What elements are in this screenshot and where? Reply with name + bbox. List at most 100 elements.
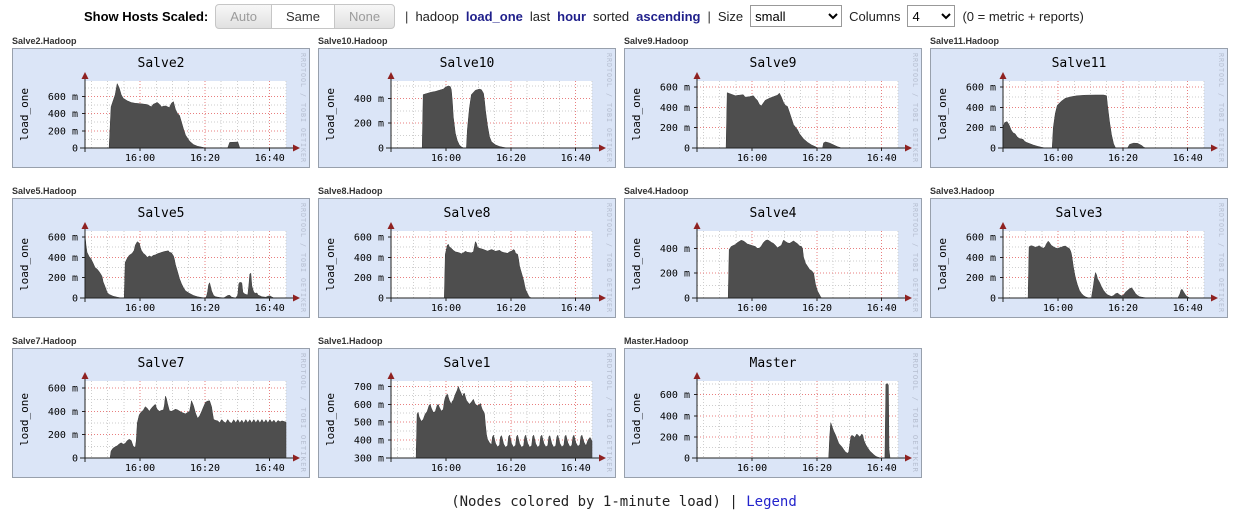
host-link[interactable]: Salve7.Hadoop [12, 336, 77, 346]
svg-text:400 m: 400 m [354, 94, 384, 105]
svg-text:16:20: 16:20 [496, 303, 526, 314]
svg-text:200 m: 200 m [48, 430, 78, 441]
svg-text:200 m: 200 m [660, 432, 690, 443]
host-link[interactable]: Salve9.Hadoop [624, 36, 689, 46]
host-link[interactable]: Master.Hadoop [624, 336, 689, 346]
load-one-chart: 0 200 m 400 m 600 m 16:00 16:20 16:40 Salve5 loa… [18, 203, 307, 314]
separator: | [729, 494, 738, 510]
svg-text:600 m: 600 m [48, 92, 78, 103]
svg-text:400 m: 400 m [48, 253, 78, 264]
sort-order-link[interactable]: ascending [636, 8, 701, 24]
host-graph[interactable]: 0 200 m 400 m 600 m 16:00 16:20 16:40 Salve5 loa… [12, 198, 310, 318]
svg-text:400 m: 400 m [48, 407, 78, 418]
svg-text:Salve1: Salve1 [444, 356, 491, 371]
svg-text:200 m: 200 m [354, 273, 384, 284]
host-graph[interactable]: 300 m 400 m 500 m 600 m 700 m 16:00 16:20 16:40… [318, 348, 616, 478]
svg-text:16:00: 16:00 [431, 463, 461, 474]
host-link[interactable]: Salve5.Hadoop [12, 186, 77, 196]
svg-text:RRDTOOL / TOBI OETIKER: RRDTOOL / TOBI OETIKER [1217, 53, 1225, 163]
host-graph[interactable]: 0 200 m 400 m 600 m 16:00 16:20 16:40 Salve8 loa… [318, 198, 616, 318]
svg-text:600 m: 600 m [660, 390, 690, 401]
svg-text:400 m: 400 m [48, 109, 78, 120]
svg-text:16:20: 16:20 [190, 303, 220, 314]
svg-text:600 m: 600 m [966, 233, 996, 244]
size-label: Size [717, 8, 744, 24]
svg-text:16:40: 16:40 [561, 303, 591, 314]
host-graph[interactable]: 0 200 m 400 m 600 m 16:00 16:20 16:40 Salve11 lo… [930, 48, 1228, 168]
svg-text:load_one: load_one [936, 238, 949, 291]
svg-text:16:40: 16:40 [867, 153, 897, 164]
svg-text:400 m: 400 m [354, 253, 384, 264]
host-cell: Salve9.Hadoop 0 200 m 400 m 600 m 16:00 16:20… [624, 36, 930, 168]
svg-text:Salve9: Salve9 [750, 56, 797, 71]
host-cell: Salve3.Hadoop 0 200 m 400 m 600 m 16:00 16:20… [930, 186, 1236, 318]
svg-text:16:40: 16:40 [1173, 303, 1203, 314]
svg-text:600 m: 600 m [48, 384, 78, 395]
svg-text:200 m: 200 m [48, 126, 78, 137]
host-graph[interactable]: 0 200 m 400 m 16:00 16:20 16:40 Salve4 load_one… [624, 198, 922, 318]
svg-text:RRDTOOL / TOBI OETIKER: RRDTOOL / TOBI OETIKER [911, 203, 919, 313]
svg-text:16:20: 16:20 [1108, 303, 1138, 314]
separator: | [707, 8, 711, 24]
svg-text:16:40: 16:40 [1173, 153, 1203, 164]
host-graph[interactable]: 0 200 m 400 m 600 m 16:00 16:20 16:40 Master loa… [624, 348, 922, 478]
columns-select[interactable]: 4 [907, 5, 956, 27]
load-one-chart: 300 m 400 m 500 m 600 m 700 m 16:00 16:20 16:40… [324, 353, 613, 474]
host-link[interactable]: Salve1.Hadoop [318, 336, 383, 346]
host-graph[interactable]: 0 200 m 400 m 600 m 16:00 16:20 16:40 Salve2 loa… [12, 48, 310, 168]
svg-text:400 m: 400 m [966, 253, 996, 264]
host-graph[interactable]: 0 200 m 400 m 600 m 16:00 16:20 16:40 Salve3 loa… [930, 198, 1228, 318]
host-link[interactable]: Salve4.Hadoop [624, 186, 689, 196]
svg-text:16:00: 16:00 [737, 463, 767, 474]
load-one-chart: 0 200 m 400 m 16:00 16:20 16:40 Salve4 load_one… [630, 203, 919, 314]
cluster-name: hadoop [415, 8, 459, 24]
svg-text:400 m: 400 m [660, 411, 690, 422]
scale-same-button[interactable]: Same [271, 3, 335, 29]
svg-text:200 m: 200 m [660, 269, 690, 280]
svg-text:RRDTOOL / TOBI OETIKER: RRDTOOL / TOBI OETIKER [605, 353, 613, 473]
svg-text:load_one: load_one [630, 393, 643, 446]
svg-text:16:00: 16:00 [1043, 153, 1073, 164]
svg-text:Salve11: Salve11 [1052, 56, 1107, 71]
svg-text:16:20: 16:20 [1108, 153, 1138, 164]
host-link[interactable]: Salve11.Hadoop [930, 36, 1000, 46]
svg-text:16:20: 16:20 [190, 153, 220, 164]
host-cell: Salve7.Hadoop 0 200 m 400 m 600 m 16:00 16:20… [12, 336, 318, 478]
last-text: last [529, 8, 551, 24]
footer-note: (Nodes colored by 1-minute load) [451, 494, 721, 510]
svg-text:16:20: 16:20 [802, 153, 832, 164]
svg-text:600 m: 600 m [354, 233, 384, 244]
time-range-link[interactable]: hour [557, 8, 587, 24]
host-graph[interactable]: 0 200 m 400 m 16:00 16:20 16:40 Salve10 load_on… [318, 48, 616, 168]
svg-text:16:40: 16:40 [561, 463, 591, 474]
legend-link[interactable]: Legend [746, 494, 797, 510]
svg-text:700 m: 700 m [354, 382, 384, 393]
svg-text:600 m: 600 m [966, 83, 996, 94]
svg-text:load_one: load_one [630, 238, 643, 291]
size-select[interactable]: small [750, 5, 843, 27]
svg-text:0: 0 [378, 144, 384, 155]
svg-text:0: 0 [990, 144, 996, 155]
svg-text:16:40: 16:40 [561, 153, 591, 164]
metric-link[interactable]: load_one [465, 8, 523, 24]
separator: | [405, 8, 409, 24]
svg-text:200 m: 200 m [354, 119, 384, 130]
svg-text:16:00: 16:00 [431, 303, 461, 314]
host-graph[interactable]: 0 200 m 400 m 600 m 16:00 16:20 16:40 Salve9 loa… [624, 48, 922, 168]
host-cell: Salve10.Hadoop 0 200 m 400 m 16:00 16:20 16:4… [318, 36, 624, 168]
host-link[interactable]: Salve3.Hadoop [930, 186, 995, 196]
host-graph[interactable]: 0 200 m 400 m 600 m 16:00 16:20 16:40 Salve7 loa… [12, 348, 310, 478]
svg-text:16:40: 16:40 [867, 303, 897, 314]
svg-text:Salve4: Salve4 [750, 206, 797, 221]
toolbar: Show Hosts Scaled: Auto Same None | hado… [0, 0, 1248, 32]
svg-text:600 m: 600 m [48, 233, 78, 244]
host-link[interactable]: Salve8.Hadoop [318, 186, 383, 196]
svg-text:200 m: 200 m [966, 273, 996, 284]
scale-none-button[interactable]: None [333, 3, 396, 29]
host-link[interactable]: Salve2.Hadoop [12, 36, 77, 46]
host-link[interactable]: Salve10.Hadoop [318, 36, 388, 46]
scale-auto-button[interactable]: Auto [215, 3, 272, 29]
svg-text:400 m: 400 m [966, 103, 996, 114]
svg-text:0: 0 [990, 294, 996, 305]
svg-text:load_one: load_one [630, 88, 643, 141]
